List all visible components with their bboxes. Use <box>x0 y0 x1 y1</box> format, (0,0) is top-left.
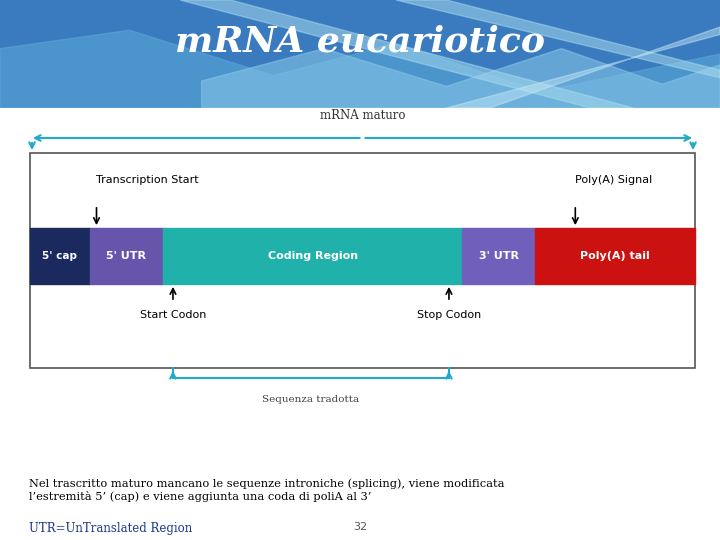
Text: Poly(A) tail: Poly(A) tail <box>580 251 650 261</box>
Bar <box>536 228 695 284</box>
Polygon shape <box>0 30 720 108</box>
Bar <box>462 228 536 284</box>
Text: Start Codon: Start Codon <box>140 310 206 320</box>
Text: Nel trascritto maturo mancano le sequenze introniche (splicing), viene modificat: Nel trascritto maturo mancano le sequenz… <box>29 478 504 502</box>
Text: Transcription Start: Transcription Start <box>96 175 199 185</box>
Polygon shape <box>202 49 720 108</box>
Text: UTR=UnTranslated Region: UTR=UnTranslated Region <box>29 522 192 535</box>
Bar <box>90 228 163 284</box>
Text: 3' UTR: 3' UTR <box>479 251 519 261</box>
Text: mRNA eucariotico: mRNA eucariotico <box>175 24 545 58</box>
Text: Stop Codon: Stop Codon <box>417 310 481 320</box>
Bar <box>163 228 462 284</box>
Text: 5' cap: 5' cap <box>42 251 78 261</box>
Bar <box>30 228 90 284</box>
Text: 32: 32 <box>353 522 367 532</box>
Text: Sequenza tradotta: Sequenza tradotta <box>262 395 359 404</box>
Text: 5' UTR: 5' UTR <box>107 251 146 261</box>
Polygon shape <box>396 0 720 78</box>
Text: mRNA maturo: mRNA maturo <box>320 109 405 122</box>
Polygon shape <box>446 27 720 108</box>
Text: Poly(A) Signal: Poly(A) Signal <box>575 175 652 185</box>
Polygon shape <box>180 0 634 108</box>
Bar <box>30 153 695 368</box>
Text: Coding Region: Coding Region <box>268 251 358 261</box>
